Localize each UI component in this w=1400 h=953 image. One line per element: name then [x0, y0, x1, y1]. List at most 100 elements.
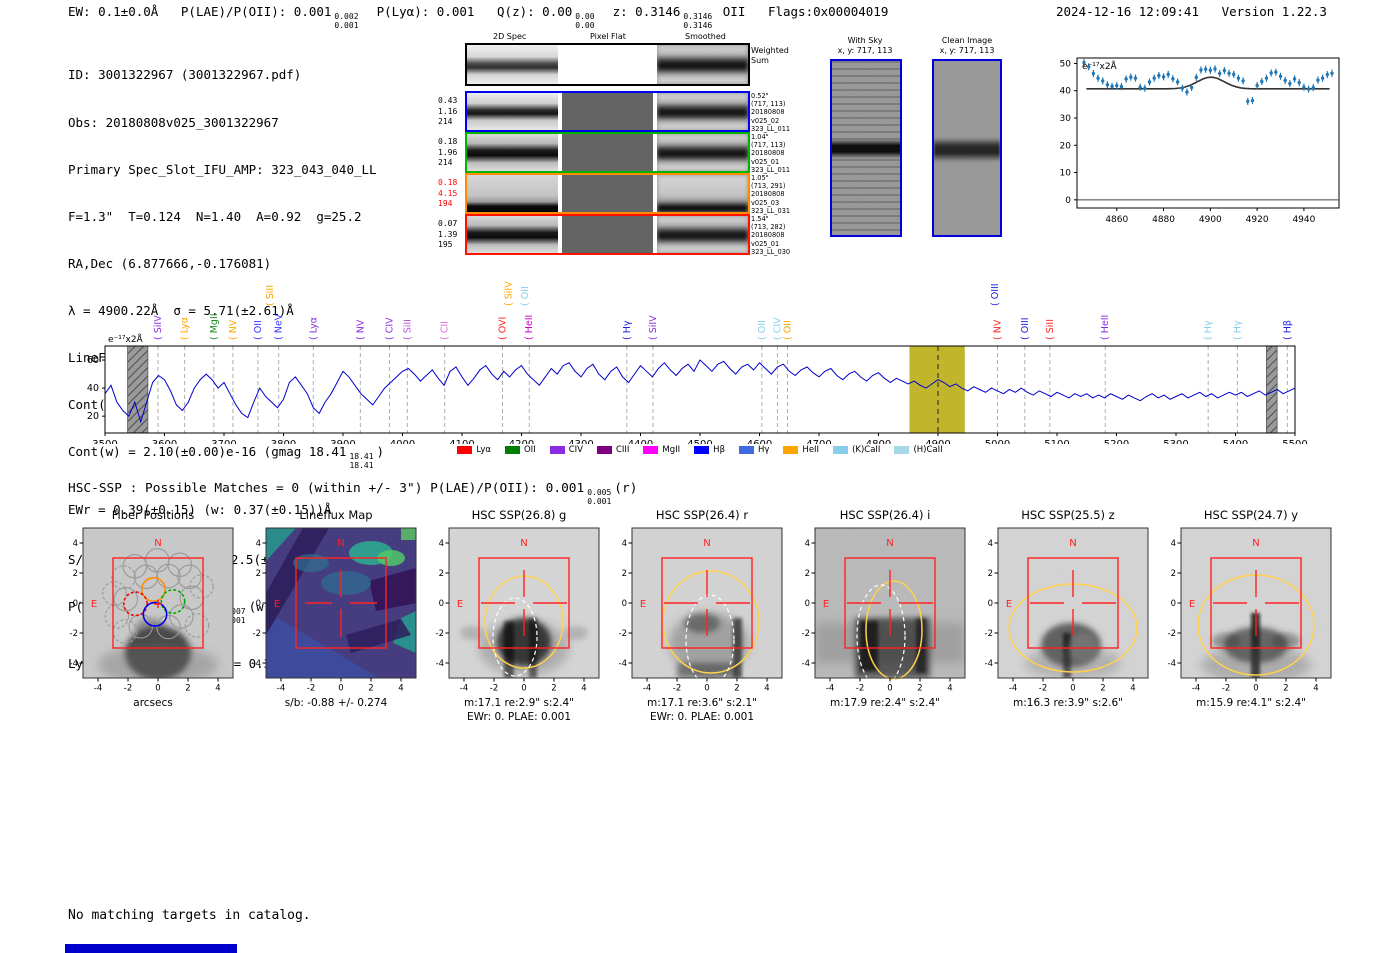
legend-label: MgII: [662, 445, 681, 455]
data-point: [1203, 67, 1208, 71]
data-point: [1306, 87, 1311, 91]
emission-line-label: ( Lyα: [308, 317, 319, 340]
noise-texture: [657, 216, 748, 253]
data-point: [1208, 68, 1213, 72]
col-header-pixelflat: Pixel Flat: [590, 32, 626, 41]
qz-value: Q(z): 0.00: [497, 4, 573, 19]
data-point: [1269, 71, 1273, 75]
hsc-g-caption1: m:17.1 re:2.9" s:2.4": [464, 697, 574, 709]
x-tick-label: -4: [1192, 684, 1200, 694]
extraction-box: [295, 557, 387, 649]
fiber4-info: 1.54" (713, 282) 20180808 v025_01 323_LL_030: [751, 215, 791, 256]
data-point: [1241, 79, 1245, 83]
cont-w: Cont(w) = 2.10(±0.00)e-16 (gmag 18.41 18.…: [68, 444, 385, 470]
x-tick-label: 2: [917, 684, 922, 694]
aperture-ellipse: [662, 570, 760, 674]
data-points: [1082, 59, 1334, 105]
emission-line-label: ( Hγ: [622, 320, 633, 340]
lineflux-map-caption: s/b: -0.88 +/- 0.274: [284, 697, 388, 709]
weighted-sum-smoothed-image: [657, 45, 748, 84]
detection-highlight-band: [909, 346, 965, 433]
extraction-box: [1027, 557, 1119, 649]
clean-image: [932, 59, 1002, 237]
emission-line-label: ( OII: [520, 286, 531, 306]
data-point: [1260, 79, 1264, 84]
legend-item: CIV: [549, 445, 583, 455]
hsc-y-title: HSC SSP(24.7) y: [1203, 508, 1299, 522]
x-tick-label: 4880: [1152, 215, 1175, 225]
footer-line1: No matching targets in catalog.: [68, 908, 311, 923]
hsc-z-title: HSC SSP(25.5) z: [1021, 508, 1115, 522]
y-tick-label: 0: [988, 599, 993, 609]
x-tick-label: 0: [704, 684, 709, 694]
x-tick-label: 2: [1283, 684, 1288, 694]
compass-north: N: [520, 538, 527, 549]
hsc-z-caption1: m:16.3 re:3.9" s:2.6": [1013, 697, 1123, 709]
noise-texture: [467, 216, 558, 253]
x-tick-label: -2: [1039, 684, 1047, 694]
x-tick-label: -4: [826, 684, 834, 694]
data-point: [1152, 76, 1156, 80]
masked-region: [1266, 345, 1278, 434]
legend-label: (H)CaII: [913, 445, 943, 455]
y-tick-label: 4: [439, 539, 444, 549]
x-tick-label: 2: [734, 684, 739, 694]
y-tick-label: 4: [256, 539, 261, 549]
x-tick-label: -2: [490, 684, 498, 694]
x-tick-label: 5500: [1282, 439, 1307, 444]
galaxy-blob: [1201, 613, 1311, 678]
y-tick-label: 4: [73, 539, 78, 549]
data-point: [1217, 71, 1222, 76]
legend-item: (H)CaII: [894, 445, 943, 455]
compass-north: N: [337, 538, 344, 549]
compass-north: N: [1069, 538, 1076, 549]
y-tick-label: 30: [1060, 114, 1072, 124]
hsc-r-caption2: EWr: 0. PLAE: 0.001: [649, 710, 755, 723]
noise-texture: [657, 175, 748, 212]
fiber4-weights: 0.07 1.39 195: [438, 219, 458, 249]
fiber1-pixelflat-image: [562, 93, 653, 130]
x-tick-label: 2: [551, 684, 556, 694]
x-tick-label: 0: [1070, 684, 1075, 694]
x-tick-label: 5400: [1223, 439, 1248, 444]
data-point: [1175, 80, 1180, 84]
emission-line-label: ( OIII: [990, 283, 1001, 306]
x-tick-label: -4: [460, 684, 468, 694]
fiber2-info: 1.04" (717, 113) 20180808 v025_01 323_LL_011: [751, 133, 791, 174]
y-tick-label: 0: [439, 599, 444, 609]
noise-texture: [657, 93, 748, 130]
data-point: [1297, 80, 1301, 85]
emission-line-label: ( NeV: [274, 313, 285, 340]
data-point: [1320, 76, 1325, 80]
legend-swatch: [549, 446, 565, 454]
y-tick-label: 0: [73, 599, 78, 609]
compass-east: E: [457, 599, 463, 610]
crosshair: [847, 570, 933, 636]
fiber4-2dspec-image: [467, 216, 558, 253]
data-point: [1143, 86, 1147, 90]
x-tick-label: 0: [521, 684, 526, 694]
legend-swatch: [596, 446, 612, 454]
x-tick-label: 3900: [330, 439, 355, 444]
fiber-row-1: [465, 91, 750, 132]
x-tick-label: 4: [398, 684, 403, 694]
x-tick-label: 4: [215, 684, 220, 694]
data-point: [1311, 86, 1315, 90]
x-tick-label: 4: [1313, 684, 1318, 694]
extraction-box: [1210, 557, 1302, 649]
data-point: [1227, 71, 1231, 75]
plya-value: P(Lyα): 0.001: [376, 4, 475, 19]
emission-line-label: ( OIII: [1020, 317, 1031, 340]
fiber2-smoothed-image: [657, 134, 748, 171]
compass-north: N: [1252, 538, 1259, 549]
data-point: [1302, 85, 1306, 89]
lineflux-map-panel: Lineflux Map N E: [251, 508, 421, 711]
x-tick-label: 4900: [1199, 215, 1222, 225]
noise-texture: [562, 134, 653, 171]
fiber3-2dspec-image: [467, 175, 558, 212]
data-point: [1091, 71, 1096, 76]
y-tick-label: -2: [802, 629, 810, 639]
fiber1-smoothed-image: [657, 93, 748, 130]
fiber-positions-plot: N E -4 -4 -2 -2 0 0 2 2 4 4: [70, 527, 234, 694]
